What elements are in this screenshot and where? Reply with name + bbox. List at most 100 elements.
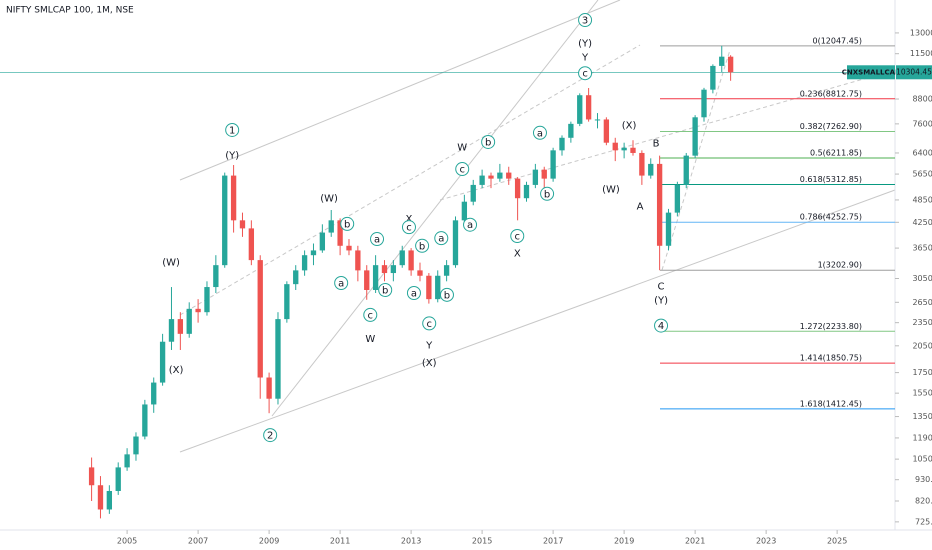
y-tick-label: 4850.00 — [912, 195, 932, 204]
wave-label: (X) — [622, 120, 637, 131]
y-tick-label: 2050.00 — [912, 341, 932, 350]
price-tag-name-bg — [847, 65, 895, 80]
wave-circle — [463, 217, 478, 232]
candle-body — [142, 404, 148, 437]
wave-circle — [363, 307, 378, 322]
x-tick-label: 2015 — [472, 537, 492, 546]
wave-circle — [540, 186, 555, 201]
wave-label: 2 — [267, 431, 273, 442]
candle-body — [346, 245, 352, 251]
candle-body — [399, 250, 405, 266]
candle-body — [168, 319, 175, 342]
y-tick-label: 11500.00 — [910, 49, 932, 58]
candle-body — [559, 137, 565, 151]
wave-circle — [340, 216, 355, 231]
wave-label: B — [653, 138, 660, 149]
wave-label: Y — [425, 340, 433, 351]
candle-body — [727, 56, 734, 73]
y-tick-label: 820.00 — [915, 497, 932, 506]
candle-body — [674, 184, 681, 213]
candle-body — [541, 169, 547, 179]
candle-body — [497, 172, 503, 179]
fib-label: 0.236(8812.75) — [800, 89, 862, 98]
wave-label: (Y) — [225, 151, 239, 162]
candle-body — [443, 265, 450, 276]
candle-body — [577, 95, 583, 124]
candle-body — [88, 467, 95, 486]
candle-body — [612, 142, 618, 151]
y-tick-label: 725.00 — [915, 517, 932, 526]
wave-label: (X) — [169, 365, 184, 376]
candle-body — [639, 152, 645, 176]
candle-body — [275, 319, 281, 399]
candle-body — [630, 147, 636, 153]
x-tick-label: 2023 — [756, 537, 776, 546]
candle-body — [470, 184, 476, 202]
x-tick-label: 2005 — [117, 537, 137, 546]
candle-body — [417, 270, 423, 276]
wave-label: c — [459, 165, 465, 176]
candle-body — [204, 287, 210, 313]
candle-body — [568, 123, 574, 138]
wave-circle — [225, 122, 240, 137]
candle-body — [621, 147, 627, 151]
y-tick-label: 6400.00 — [912, 148, 932, 157]
candle-body — [710, 65, 716, 90]
wave-label: (W) — [162, 258, 180, 269]
wave-label: a — [438, 234, 444, 245]
trend-line — [179, 0, 621, 181]
candle-body — [355, 250, 361, 271]
x-tick-label: 2021 — [685, 537, 705, 546]
wave-label: A — [637, 201, 644, 212]
wave-label: W — [457, 142, 467, 153]
wave-label: a — [467, 220, 473, 231]
wave-circle — [532, 125, 547, 140]
candle-body — [195, 308, 201, 313]
wave-label: (W) — [602, 184, 620, 195]
wave-label: (W) — [320, 193, 338, 204]
wave-label: 3 — [582, 16, 588, 27]
y-tick-label: 1050.00 — [912, 455, 932, 464]
wave-circle — [481, 134, 496, 149]
candle-body — [266, 377, 272, 399]
trend-line — [271, 0, 599, 417]
x-tick-label: 2007 — [188, 537, 208, 546]
candle-body — [461, 201, 468, 221]
wave-label: a — [338, 279, 344, 290]
wave-circle — [401, 220, 416, 235]
wave-circle — [415, 238, 430, 253]
wave-label: a — [537, 128, 543, 139]
price-tag-value: 10304.45 — [896, 67, 932, 76]
y-tick-label: 2350.00 — [912, 318, 932, 327]
wave-circle — [434, 231, 449, 246]
candle-body — [364, 270, 370, 290]
candle-body — [665, 212, 672, 246]
price-tag-bg — [896, 65, 932, 80]
fib-label: 1(3202.90) — [818, 261, 862, 270]
trend-line — [179, 44, 641, 316]
candle-body — [506, 172, 512, 179]
wave-label: c — [582, 69, 588, 80]
wave-label: (Y) — [654, 295, 668, 306]
wave-circle — [406, 285, 421, 300]
candle-body — [435, 275, 441, 300]
wave-circle — [439, 287, 454, 302]
wave-label: b — [444, 290, 450, 301]
candle-body — [186, 308, 192, 334]
wave-circle — [654, 318, 669, 333]
wave-circle — [370, 232, 385, 247]
candle-body — [426, 275, 432, 300]
y-tick-label: 2650.00 — [912, 298, 932, 307]
candle-body — [390, 265, 397, 274]
price-tag-name: CNXSMALLCAP — [842, 68, 900, 76]
trend-line — [439, 69, 896, 201]
candle-body — [106, 490, 113, 510]
y-tick-label: 1190.00 — [912, 433, 932, 442]
wave-circle — [578, 66, 593, 81]
candle-body — [683, 155, 689, 185]
candle-body — [310, 250, 317, 256]
trend-lines — [179, 0, 896, 453]
wave-label: Y — [581, 53, 589, 64]
candle-body — [585, 95, 592, 120]
